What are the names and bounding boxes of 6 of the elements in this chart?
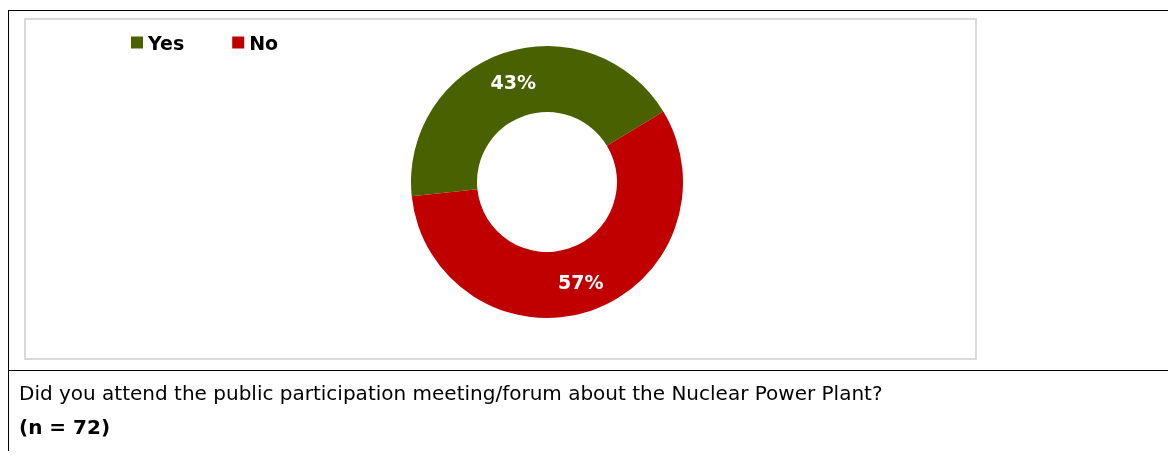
legend-label: No xyxy=(249,31,279,54)
data-label: 43% xyxy=(490,70,536,93)
data-label: 57% xyxy=(558,271,604,294)
text: (n = 72) xyxy=(19,415,112,439)
legend-label: Yes xyxy=(147,31,185,54)
text: Did you attend the public participation meeting/forum about the Nuclear Power Plant? xyxy=(19,381,884,405)
